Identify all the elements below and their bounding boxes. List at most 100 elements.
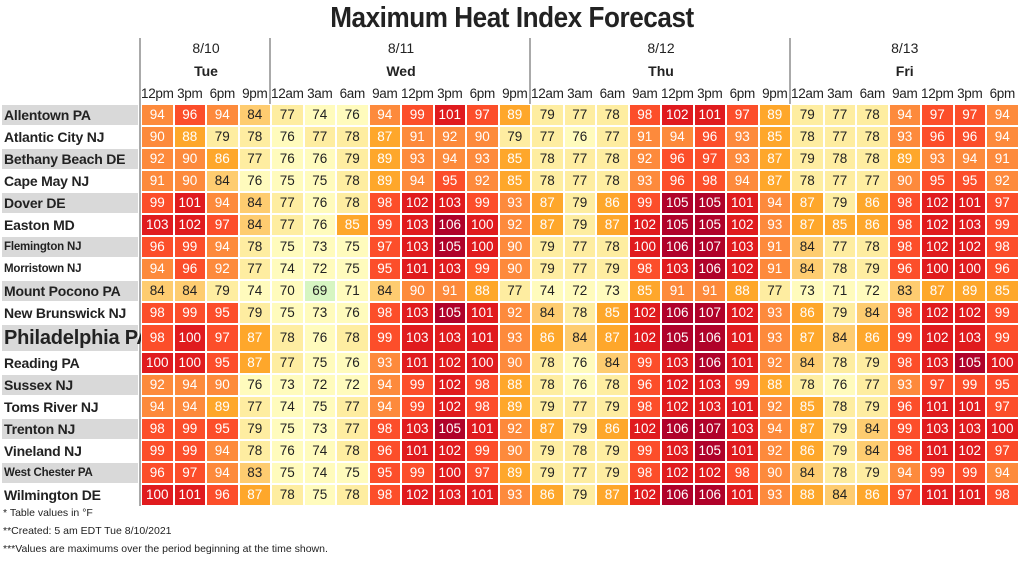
heat-cell: 106 (661, 484, 694, 506)
heat-cell: 103 (726, 236, 759, 258)
heat-cell: 77 (271, 214, 304, 236)
location-label: Vineland NJ (4, 443, 82, 459)
heat-cell: 78 (238, 126, 271, 148)
heat-cell: 100 (921, 258, 954, 280)
heat-cell: 89 (888, 148, 921, 170)
heat-cell: 105 (661, 192, 694, 214)
heat-cell: 94 (206, 192, 239, 214)
heat-cell: 73 (596, 280, 629, 302)
heat-cell: 75 (271, 236, 304, 258)
time-label: 6pm (209, 86, 236, 101)
heat-cell: 79 (531, 104, 564, 126)
heat-cell: 90 (888, 170, 921, 192)
time-label: 6pm (729, 86, 756, 101)
day-label: Thu (648, 63, 674, 79)
heat-cell: 99 (466, 258, 499, 280)
heat-cell: 101 (953, 484, 986, 506)
heat-cell: 77 (531, 126, 564, 148)
heat-cell: 85 (498, 170, 531, 192)
heat-cell: 99 (401, 104, 434, 126)
heat-cell: 87 (238, 484, 271, 506)
heat-cell: 84 (238, 214, 271, 236)
heat-cell: 96 (888, 258, 921, 280)
heat-cell: 76 (563, 374, 596, 396)
heat-cell: 92 (758, 396, 791, 418)
heat-cell: 92 (758, 352, 791, 374)
heat-cell: 77 (563, 258, 596, 280)
heat-cell: 76 (336, 104, 369, 126)
heat-cell: 100 (986, 418, 1019, 440)
heat-cell: 74 (271, 396, 304, 418)
heat-cell: 99 (466, 440, 499, 462)
heat-cell: 98 (888, 192, 921, 214)
heat-cell: 96 (141, 462, 174, 484)
heat-cell: 89 (758, 104, 791, 126)
heat-cell: 78 (596, 236, 629, 258)
heat-cell: 93 (726, 126, 759, 148)
time-label: 12pm (921, 86, 954, 101)
heat-cell: 78 (856, 126, 889, 148)
heat-cell: 101 (726, 192, 759, 214)
heat-cell: 94 (206, 440, 239, 462)
heat-cell: 85 (628, 280, 661, 302)
heat-cell: 89 (498, 396, 531, 418)
heat-cell: 75 (303, 170, 336, 192)
heat-cell: 74 (303, 462, 336, 484)
heat-cell: 93 (368, 352, 401, 374)
heat-cell: 94 (986, 126, 1019, 148)
heat-cell: 78 (856, 104, 889, 126)
time-label: 9am (372, 86, 398, 101)
heat-cell: 83 (888, 280, 921, 302)
heat-cell: 79 (823, 302, 856, 324)
heat-cell: 98 (888, 302, 921, 324)
heat-cell: 103 (401, 214, 434, 236)
heat-cell: 85 (758, 126, 791, 148)
heat-cell: 88 (173, 126, 206, 148)
heat-cell: 98 (888, 352, 921, 374)
heat-cell: 94 (206, 462, 239, 484)
heat-cell: 89 (498, 104, 531, 126)
heat-cell: 87 (238, 324, 271, 352)
heat-cell: 79 (791, 148, 824, 170)
heat-cell: 78 (823, 462, 856, 484)
heat-cell: 93 (758, 324, 791, 352)
heat-cell: 84 (531, 302, 564, 324)
heat-cell: 77 (823, 126, 856, 148)
heat-cell: 78 (596, 170, 629, 192)
heat-cell: 77 (303, 126, 336, 148)
heat-cell: 107 (693, 302, 726, 324)
heat-cell: 77 (563, 236, 596, 258)
heat-cell: 102 (726, 302, 759, 324)
heat-cell: 101 (173, 192, 206, 214)
heat-cell: 77 (823, 104, 856, 126)
heat-cell: 102 (401, 484, 434, 506)
heat-cell: 78 (856, 148, 889, 170)
heat-cell: 102 (628, 324, 661, 352)
heat-cell: 101 (921, 440, 954, 462)
heat-cell: 78 (336, 324, 369, 352)
heat-cell: 99 (953, 462, 986, 484)
heat-cell: 101 (466, 302, 499, 324)
heat-cell: 102 (401, 192, 434, 214)
location-label: Flemington NJ (2, 237, 138, 257)
heat-cell: 101 (921, 484, 954, 506)
heat-cell: 87 (531, 214, 564, 236)
heat-cell: 97 (368, 236, 401, 258)
heat-cell: 102 (173, 214, 206, 236)
heat-cell: 84 (856, 302, 889, 324)
heat-cell: 99 (953, 374, 986, 396)
heat-cell: 89 (498, 462, 531, 484)
heat-cell: 93 (758, 302, 791, 324)
heat-cell: 92 (466, 170, 499, 192)
heat-cell: 103 (726, 418, 759, 440)
heat-cell: 78 (336, 192, 369, 214)
heat-cell: 102 (921, 324, 954, 352)
heat-cell: 72 (303, 258, 336, 280)
date-label: 8/10 (192, 40, 220, 56)
heat-cell: 105 (693, 440, 726, 462)
heat-cell: 103 (953, 214, 986, 236)
heat-cell: 95 (206, 418, 239, 440)
heat-cell: 103 (433, 258, 466, 280)
heat-cell: 106 (693, 484, 726, 506)
heat-cell: 77 (336, 418, 369, 440)
